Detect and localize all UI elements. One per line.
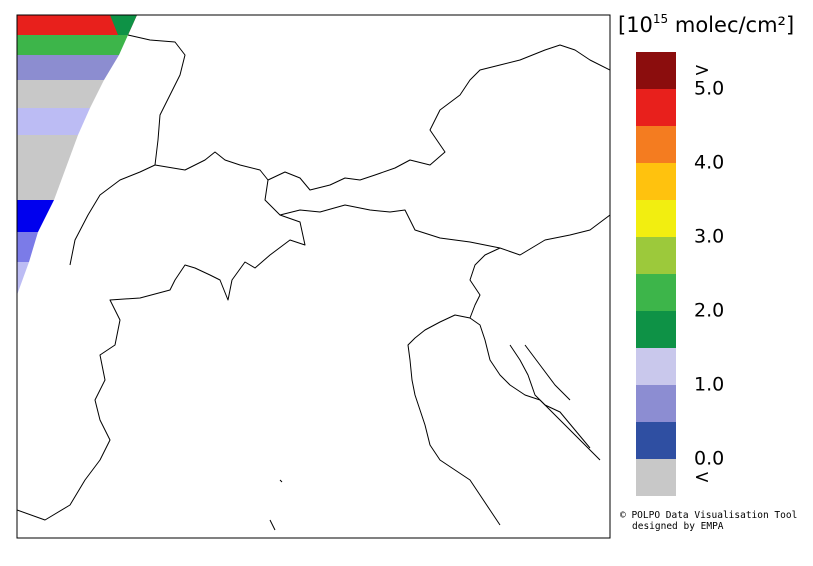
- title-unit: molec/cm²]: [668, 13, 794, 37]
- colorbar-label: <: [694, 466, 710, 488]
- colorbar-label: 5.0: [694, 78, 724, 100]
- map-frame: [16, 14, 611, 539]
- satellite-swath: [17, 15, 137, 295]
- color-swatch: [636, 163, 676, 200]
- title-base: [10: [618, 13, 653, 37]
- colorbar-label: 1.0: [694, 374, 724, 396]
- color-swatch: [636, 237, 676, 274]
- color-swatch: [636, 348, 676, 385]
- colorbar-label: 4.0: [694, 152, 724, 174]
- color-swatch: [636, 311, 676, 348]
- colorbar-label: 3.0: [694, 226, 724, 248]
- color-swatch: [636, 52, 676, 89]
- colorbar-label: 0.0: [694, 448, 724, 470]
- title-exponent: 15: [653, 12, 668, 26]
- credit-line: © POLPO Data Visualisation Tool: [620, 510, 797, 521]
- color-swatch: [636, 89, 676, 126]
- color-swatch: [636, 459, 676, 496]
- country-borders: [17, 34, 610, 531]
- map: [17, 15, 610, 531]
- color-swatch: [636, 200, 676, 237]
- colorbar-label: 2.0: [694, 300, 724, 322]
- credit-line: designed by EMPA: [632, 521, 724, 532]
- colorbar-label: >: [694, 59, 710, 81]
- color-swatch: [636, 385, 676, 422]
- colorbar-title: [1015 molec/cm²]: [618, 12, 794, 38]
- color-swatch: [636, 126, 676, 163]
- color-swatch: [636, 274, 676, 311]
- colorbar: [1015 molec/cm²] >5.0 4.0 3.0 2.0 1.0 0.0<: [618, 12, 794, 496]
- color-swatch: [636, 422, 676, 459]
